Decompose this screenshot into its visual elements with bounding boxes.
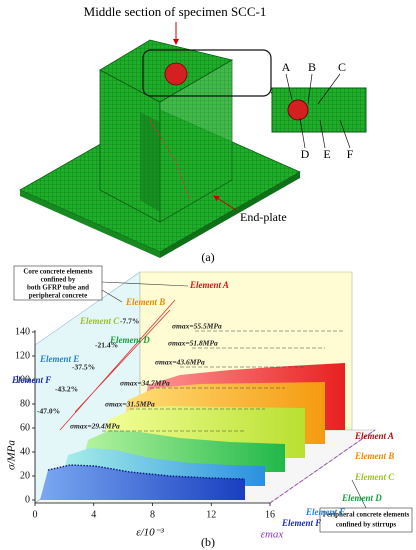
inset-label: C [338, 60, 346, 74]
core-note-box [13, 265, 103, 301]
element-label: Element A [354, 431, 394, 441]
x-tick-label: 16 [265, 509, 275, 520]
reduction: -47.0% [37, 407, 60, 416]
core-note-leaders [101, 281, 189, 303]
callout [142, 49, 272, 97]
element-label: Element B [354, 451, 394, 461]
inset-label: A [282, 60, 291, 74]
element-label: Element A [189, 280, 229, 290]
reduction: -21.4% [95, 341, 118, 350]
reduction: -37.5% [72, 363, 95, 372]
peak-stress: σmax=29.4MPa [70, 422, 120, 431]
y-tick-label: 0 [25, 494, 30, 505]
plot-3d [34, 271, 376, 504]
core-note: peripheral concrete [29, 292, 87, 300]
y-ticks: 0 20 40 60 80 100 120 140 [15, 326, 35, 505]
end-plate-label: End-plate [240, 210, 287, 224]
x-tick-label: 12 [206, 509, 216, 520]
inset-leaders [285, 73, 351, 149]
element-label: Element C [354, 472, 395, 482]
y-tick-label: 140 [15, 326, 30, 337]
y-tick-label: 40 [20, 446, 30, 457]
eps-max-line [269, 429, 376, 504]
x-tick-label: 0 [33, 509, 38, 520]
column-notch [140, 112, 160, 212]
inset-label: B [308, 60, 316, 74]
caption: (a) [201, 250, 214, 264]
core-note: Core concrete elements [23, 268, 93, 276]
y-tick-label: 120 [15, 350, 30, 361]
element-label: Element E [39, 354, 79, 364]
x-ticks: 0 4 8 12 16 [33, 503, 275, 520]
peripheral-note: confined by stirrups [336, 521, 397, 529]
peak-stress: σmax=34.7MPa [120, 379, 170, 388]
inset-label: F [347, 147, 354, 161]
caption: (b) [201, 535, 215, 549]
element-label: Element F [11, 375, 51, 385]
y-tick-label: 20 [20, 470, 30, 481]
core-note: both GFRP tube and [27, 284, 89, 292]
fe-model [19, 22, 301, 258]
peak-stress: σmax=31.5MPa [105, 400, 155, 409]
y-tick-label: 100 [15, 374, 30, 385]
reduction: -7.7% [120, 317, 139, 326]
reduction: -43.2% [55, 385, 78, 394]
peak-stress: σmax=55.5MPa [172, 322, 222, 331]
y-tick-label: 80 [20, 398, 30, 409]
end-plate-edge [160, 172, 300, 258]
end-plate-arrow [213, 195, 237, 211]
element-label: Element F [281, 518, 321, 528]
inset [271, 73, 367, 149]
peak-stress: σmax=51.8MPa [168, 339, 218, 348]
inset-label: E [323, 147, 330, 161]
element-label: Element D [109, 335, 150, 345]
inset-mesh [271, 87, 367, 133]
inset-core [287, 99, 309, 121]
element-f-points [47, 464, 246, 480]
eps-max-label: εmax [261, 529, 284, 541]
x-axis-label: ε/10⁻³ [136, 527, 164, 539]
y-tick-label: 60 [20, 422, 30, 433]
core-section [164, 62, 188, 86]
element-label: Element B [125, 297, 165, 307]
specimen-title: Middle section of specimen SCC-1 [84, 4, 267, 19]
y-axis-label: σ/MPa [6, 440, 18, 470]
element-label: Element D [341, 493, 382, 503]
inset-label: D [301, 147, 310, 161]
element-f-curve [40, 465, 245, 500]
reduction-guide [59, 299, 176, 431]
x-tick-label: 8 [150, 509, 155, 520]
element-label: Element E [305, 507, 345, 517]
end-plate-edge [20, 190, 160, 258]
element-label: Element C [79, 316, 120, 326]
peak-guides [102, 330, 345, 432]
peripheral-note: Peripheral concrete elements [323, 511, 410, 519]
rebar-hint [149, 119, 191, 201]
peripheral-note-leader [351, 479, 367, 509]
core-note: confined by [41, 276, 76, 284]
peak-stress: σmax=43.6MPa [155, 358, 205, 367]
x-tick-label: 4 [91, 509, 96, 520]
